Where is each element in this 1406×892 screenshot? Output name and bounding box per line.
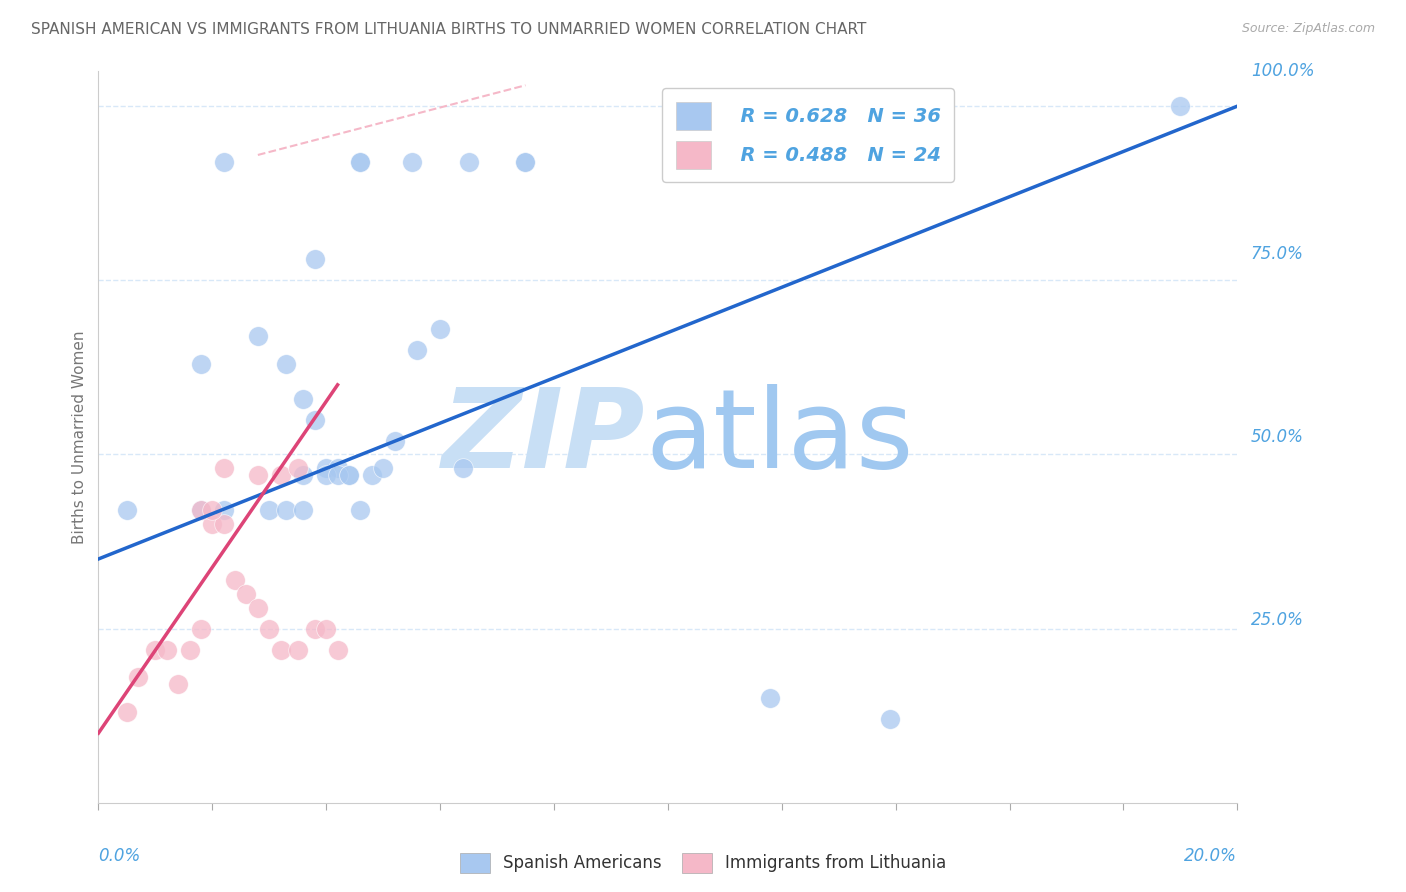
Point: [457, 155, 479, 169]
Point: [190, 622, 212, 636]
Point: [201, 503, 224, 517]
Point: [115, 705, 138, 719]
Point: [349, 155, 371, 169]
Point: [235, 587, 257, 601]
Point: [190, 503, 212, 517]
Text: 75.0%: 75.0%: [1251, 245, 1303, 263]
Point: [212, 155, 235, 169]
Text: Source: ZipAtlas.com: Source: ZipAtlas.com: [1241, 22, 1375, 36]
Point: [759, 691, 782, 706]
Text: 0.0%: 0.0%: [98, 847, 141, 864]
Point: [259, 622, 281, 636]
Point: [224, 573, 246, 587]
Point: [360, 468, 382, 483]
Point: [315, 468, 337, 483]
Point: [304, 622, 326, 636]
Point: [246, 468, 269, 483]
Point: [276, 503, 298, 517]
Point: [145, 642, 167, 657]
Point: [315, 461, 337, 475]
Point: [326, 468, 349, 483]
Point: [259, 503, 281, 517]
Point: [384, 434, 406, 448]
Point: [212, 503, 235, 517]
Point: [190, 503, 212, 517]
Point: [304, 252, 326, 267]
Point: [315, 622, 337, 636]
Point: [212, 517, 235, 532]
Point: [349, 503, 371, 517]
Text: 100.0%: 100.0%: [1251, 62, 1315, 80]
Point: [270, 468, 292, 483]
Text: ZIP: ZIP: [441, 384, 645, 491]
Point: [201, 517, 224, 532]
Y-axis label: Births to Unmarried Women: Births to Unmarried Women: [72, 330, 87, 544]
Point: [276, 357, 298, 371]
Point: [270, 642, 292, 657]
Point: [515, 155, 537, 169]
Point: [406, 343, 429, 357]
Point: [179, 642, 201, 657]
Text: SPANISH AMERICAN VS IMMIGRANTS FROM LITHUANIA BIRTHS TO UNMARRIED WOMEN CORRELAT: SPANISH AMERICAN VS IMMIGRANTS FROM LITH…: [31, 22, 866, 37]
Point: [401, 155, 423, 169]
Point: [337, 468, 360, 483]
Text: 20.0%: 20.0%: [1184, 847, 1237, 864]
Point: [1170, 99, 1192, 113]
Point: [292, 503, 315, 517]
Point: [292, 468, 315, 483]
Point: [304, 412, 326, 426]
Legend:   R = 0.628   N = 36,   R = 0.488   N = 24: R = 0.628 N = 36, R = 0.488 N = 24: [662, 88, 955, 182]
Point: [156, 642, 179, 657]
Point: [429, 322, 451, 336]
Point: [349, 155, 371, 169]
Point: [287, 461, 309, 475]
Point: [115, 503, 138, 517]
Point: [190, 357, 212, 371]
Point: [515, 155, 537, 169]
Point: [127, 670, 149, 684]
Point: [212, 461, 235, 475]
Point: [337, 468, 360, 483]
Point: [287, 642, 309, 657]
Point: [326, 642, 349, 657]
Point: [246, 329, 269, 343]
Point: [292, 392, 315, 406]
Point: [246, 600, 269, 615]
Point: [451, 461, 474, 475]
Point: [879, 712, 901, 726]
Text: 25.0%: 25.0%: [1251, 611, 1303, 629]
Text: atlas: atlas: [645, 384, 914, 491]
Point: [326, 461, 349, 475]
Point: [373, 461, 395, 475]
Legend: Spanish Americans, Immigrants from Lithuania: Spanish Americans, Immigrants from Lithu…: [453, 847, 953, 880]
Text: 50.0%: 50.0%: [1251, 428, 1303, 446]
Point: [167, 677, 190, 691]
